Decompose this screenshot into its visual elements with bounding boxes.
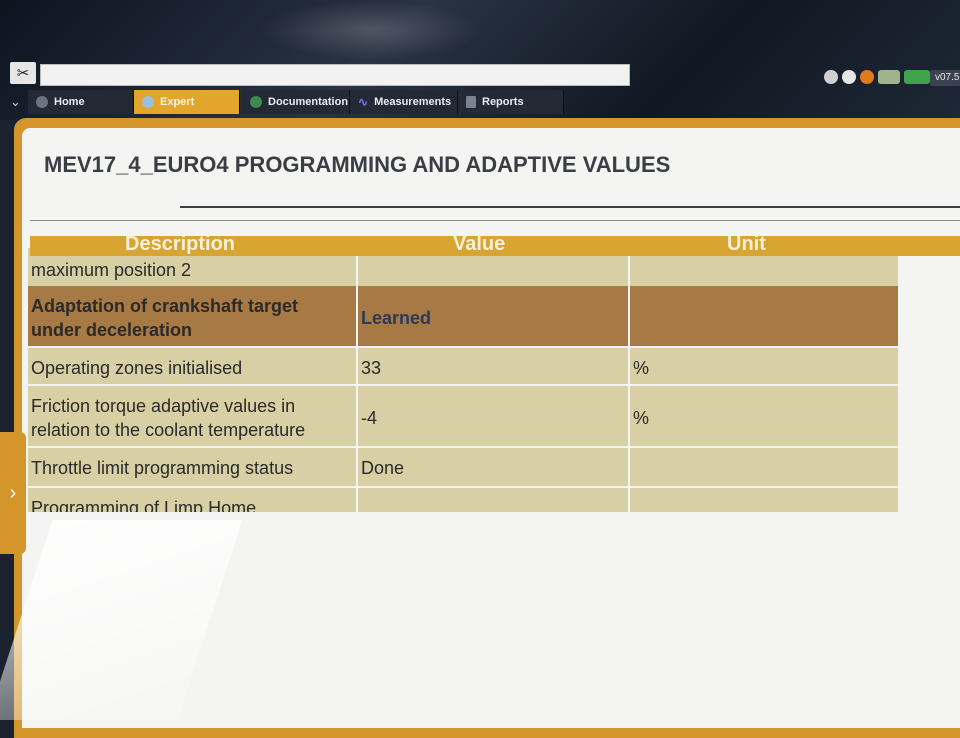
unit-cell: % <box>633 408 650 428</box>
chevron-down-icon[interactable]: ⌄ <box>10 94 21 109</box>
unit-cell <box>630 286 898 346</box>
home-icon <box>36 96 48 108</box>
signal-icon <box>904 70 930 84</box>
unit-cell: % <box>633 358 650 378</box>
alert-icon[interactable] <box>860 70 874 84</box>
description-cell: Throttle limit programming status <box>28 448 358 486</box>
main-nav: ⌄ Home Expert Documentation ∿ Measuremen… <box>0 90 960 114</box>
table-row[interactable]: Programming of Limp Home <box>28 488 898 512</box>
unit-cell <box>630 488 898 512</box>
description-cell: maximum position 2 <box>28 248 358 286</box>
table-row[interactable]: Friction torque adaptive values in relat… <box>28 386 898 448</box>
tab-home[interactable]: Home <box>28 90 134 114</box>
unit-cell <box>630 448 898 486</box>
status-icons <box>824 68 930 86</box>
page-title: MEV17_4_EURO4 PROGRAMMING AND ADAPTIVE V… <box>44 152 671 177</box>
measurements-icon: ∿ <box>358 95 369 109</box>
column-header-unit[interactable]: Unit <box>727 233 766 255</box>
value-cell: Learned <box>358 286 630 346</box>
tab-label: Measurements <box>374 96 452 108</box>
tab-documentation[interactable]: Documentation <box>242 90 350 114</box>
table-row-selected[interactable]: Adaptation of crankshaft target under de… <box>28 286 898 348</box>
address-bar[interactable] <box>40 64 630 86</box>
tab-label: Home <box>54 96 85 108</box>
table-header: Description Value Unit <box>30 233 960 256</box>
value-cell: 33 <box>358 348 630 384</box>
tab-measurements[interactable]: ∿ Measurements <box>350 90 458 114</box>
power-icon[interactable] <box>824 70 838 84</box>
reports-icon <box>466 96 476 108</box>
title-divider-secondary <box>30 220 960 221</box>
version-badge: v07.5 <box>930 70 960 86</box>
tools-icon[interactable]: ✂ <box>10 62 36 84</box>
tab-expert[interactable]: Expert <box>134 90 240 114</box>
column-header-description[interactable]: Description <box>125 233 236 255</box>
battery-icon <box>878 70 900 84</box>
value-cell: -4 <box>358 386 630 446</box>
expand-panel-handle[interactable]: › <box>0 432 26 554</box>
table-row[interactable]: Operating zones initialised 33 % <box>28 348 898 386</box>
value-cell: Done <box>358 448 630 486</box>
title-divider <box>180 206 960 208</box>
description-cell: Operating zones initialised <box>28 348 358 384</box>
adaptive-values-table[interactable]: maximum position 2 3317.8 mV Adaptation … <box>28 248 898 512</box>
tab-label: Expert <box>160 96 195 108</box>
tab-label: Documentation <box>268 96 349 108</box>
expert-icon <box>142 96 154 108</box>
value-cell <box>358 488 630 512</box>
description-cell: Adaptation of crankshaft target under de… <box>28 286 358 346</box>
chevron-right-icon: › <box>9 481 17 504</box>
documentation-icon <box>250 96 262 108</box>
screen-glare-top <box>260 0 480 60</box>
description-cell: Programming of Limp Home <box>28 488 358 512</box>
description-cell: Friction torque adaptive values in relat… <box>28 386 358 446</box>
table-row[interactable]: Throttle limit programming status Done <box>28 448 898 488</box>
tab-reports[interactable]: Reports <box>458 90 564 114</box>
column-header-value[interactable]: Value <box>453 233 506 255</box>
connection-icon[interactable] <box>842 70 856 84</box>
tab-label: Reports <box>482 96 524 108</box>
